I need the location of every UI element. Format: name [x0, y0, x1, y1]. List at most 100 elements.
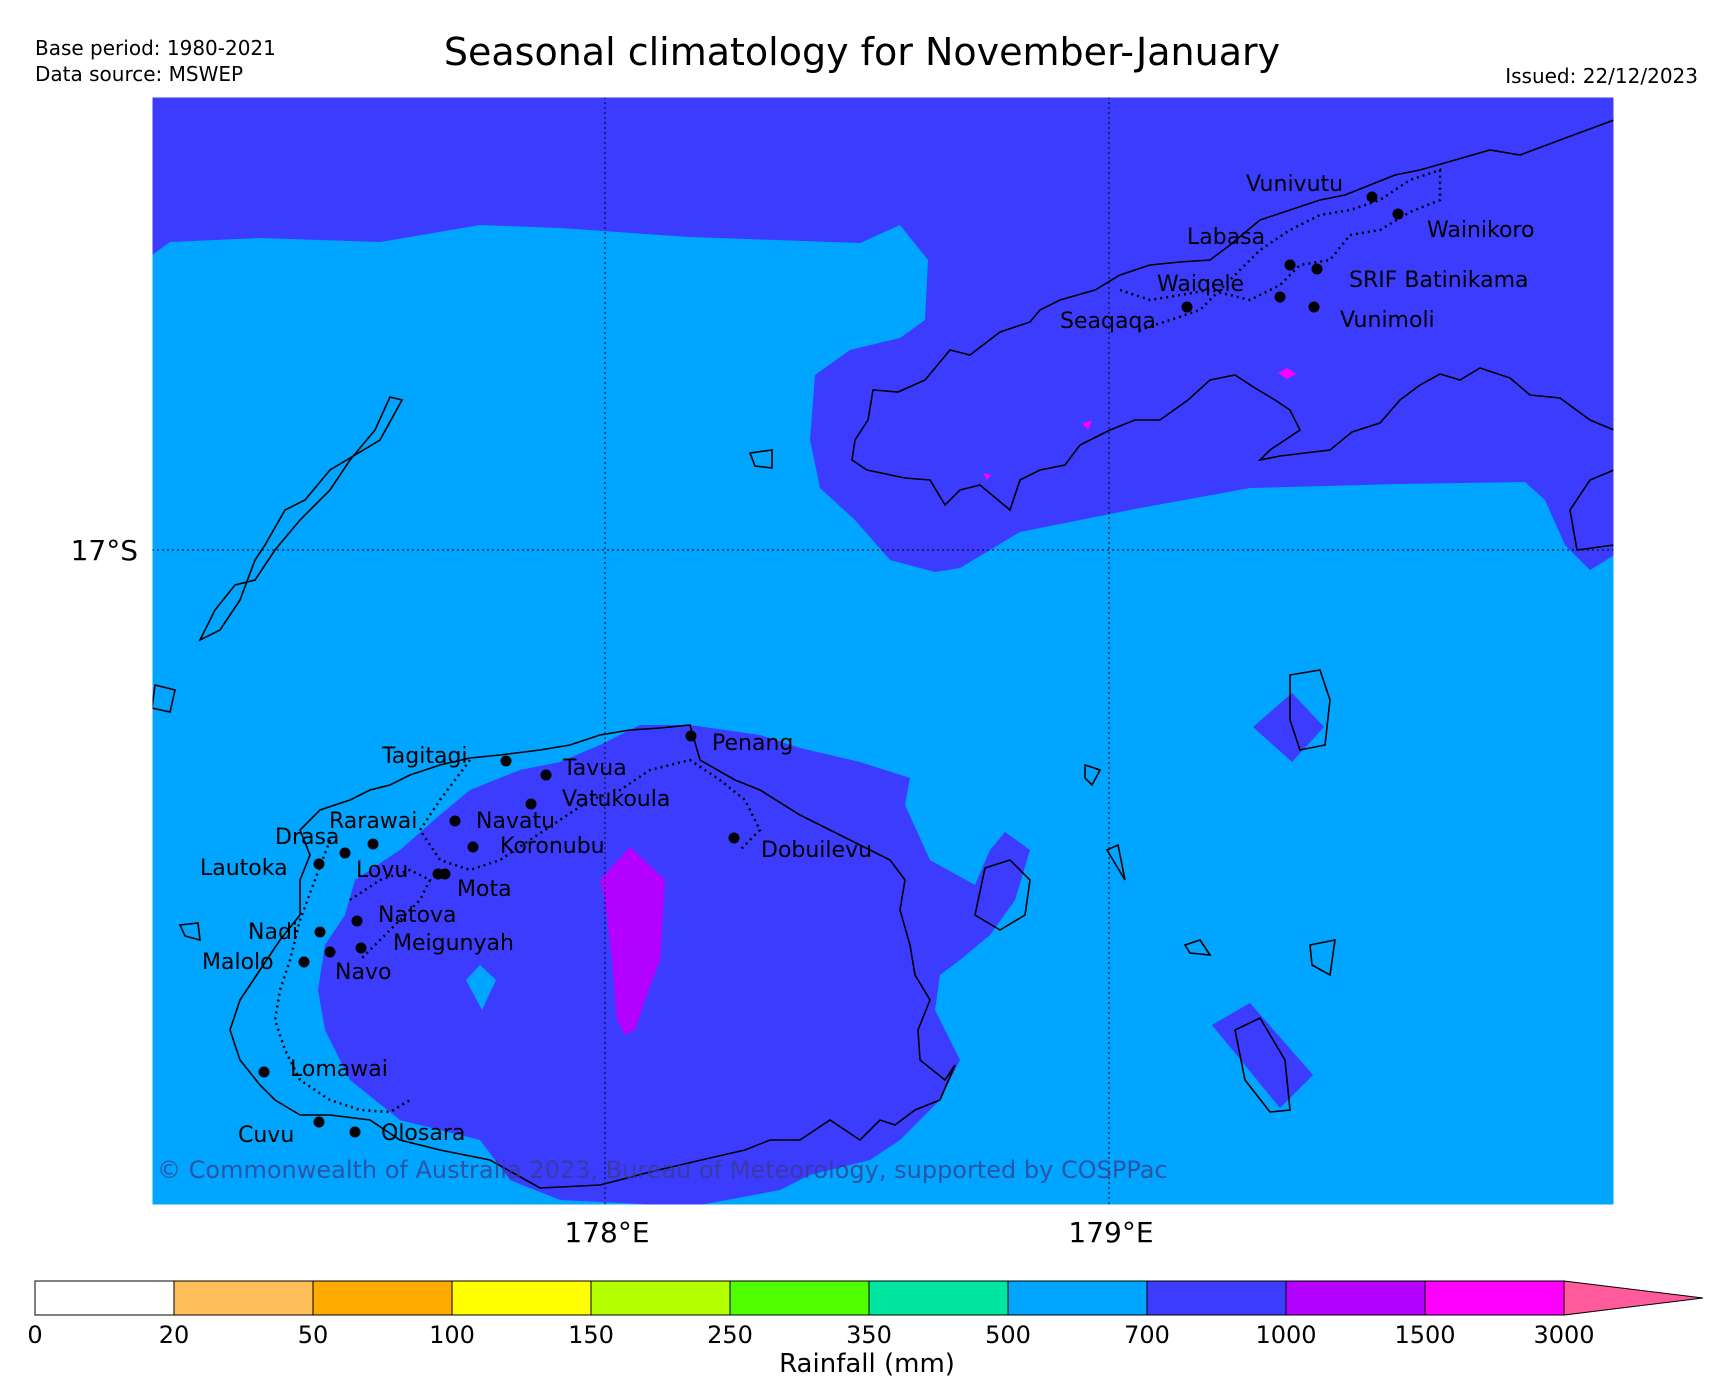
colorbar-tick-1500: 1500: [1394, 1321, 1455, 1349]
place-label-labasa: Labasa: [1187, 225, 1265, 250]
place-label-seaqaqa: Seaqaqa: [1060, 309, 1156, 334]
coast-islet-a: [748, 449, 773, 469]
coast-islet-e: [1309, 938, 1336, 977]
colorbar-tick-100: 100: [429, 1321, 475, 1349]
colorbar-swatch-5: [729, 1280, 870, 1316]
place-label-koronubu: Koronubu: [500, 834, 605, 859]
place-label-lautoka: Lautoka: [200, 856, 288, 881]
place-label-tagitagi: Tagitagi: [381, 744, 468, 769]
place-label-dobuilevu: Dobuilevu: [761, 838, 872, 863]
place-marker-vunimoli: [1308, 301, 1320, 313]
coast-islet-g: [178, 922, 201, 942]
place-label-vatukoula: Vatukoula: [562, 787, 670, 812]
coast-islet-b: [1084, 763, 1102, 787]
colorbar-tick-700: 700: [1124, 1321, 1170, 1349]
colorbar-tick-500: 500: [985, 1321, 1031, 1349]
colorbar-swatch-6: [868, 1280, 1009, 1316]
colorbar-swatch-7: [1007, 1280, 1148, 1316]
place-label-waiqele: Waiqele: [1157, 272, 1244, 297]
rain-spot-1500-3000-a: [1278, 368, 1296, 379]
place-marker-malolo: [298, 956, 310, 968]
chart-title: Seasonal climatology for November-Januar…: [443, 30, 1281, 74]
place-marker-drasa: [339, 847, 351, 859]
coastlines: [152, 119, 1614, 1189]
place-marker-vatukoula: [525, 798, 537, 810]
place-marker-vunivutu: [1366, 191, 1378, 203]
place-marker-rarawai: [367, 838, 379, 850]
colorbar-swatch-4: [590, 1280, 731, 1316]
place-label-cuvu: Cuvu: [238, 1123, 294, 1148]
place-label-drasa: Drasa: [275, 825, 339, 850]
place-marker-navo: [324, 946, 336, 958]
place-marker-nadi: [314, 926, 326, 938]
place-marker-penang: [685, 730, 697, 742]
place-label-lomawai: Lomawai: [290, 1057, 388, 1082]
map-frame: [151, 96, 1615, 1206]
place-marker-waiqele: [1274, 291, 1286, 303]
colorbar-tick-150: 150: [568, 1321, 614, 1349]
colorbar-swatch-0: [34, 1280, 175, 1316]
colorbar-swatch-1: [173, 1280, 314, 1316]
copyright-text: © Commonwealth of Australia 2023, Bureau…: [157, 1156, 1168, 1184]
place-label-meigunyah: Meigunyah: [393, 931, 514, 956]
place-marker-srif-batinikama: [1311, 263, 1323, 275]
place-marker-labasa: [1284, 259, 1296, 271]
rain-spot-1500-3000-c: [983, 473, 991, 480]
place-marker-koronubu: [467, 841, 479, 853]
place-marker-lomawai: [258, 1066, 270, 1078]
rain-zone-700-1000-northeast: [1565, 470, 1614, 570]
colorbar-label: Rainfall (mm): [779, 1349, 955, 1379]
place-marker-meigunyah: [355, 942, 367, 954]
rain-zone-700-1000-south: [318, 725, 1030, 1205]
lon-label-179e: 179°E: [1068, 1216, 1153, 1249]
boundary-north: [1119, 168, 1442, 332]
colorbar-swatch-2: [312, 1280, 453, 1316]
colorbar-swatch-8: [1146, 1280, 1287, 1316]
colorbar-tick-1000: 1000: [1255, 1321, 1316, 1349]
place-label-olosara: Olosara: [381, 1121, 465, 1146]
place-marker-natova: [351, 915, 363, 927]
place-label-navatu: Navatu: [476, 809, 555, 834]
place-marker-lautoka: [313, 858, 325, 870]
place-label-vunivutu: Vunivutu: [1246, 172, 1343, 197]
colorbar-swatch-3: [451, 1280, 592, 1316]
place-label-malolo: Malolo: [202, 950, 274, 975]
lon-label-178e: 178°E: [564, 1216, 649, 1249]
colorbar-tick-3000: 3000: [1533, 1321, 1594, 1349]
coast-islet-d: [1183, 939, 1212, 956]
place-label-srif-batinikama: SRIF Batinikama: [1349, 268, 1529, 293]
place-label-vunimoli: Vunimoli: [1340, 308, 1435, 333]
rain-spot-1500-3000-b: [1082, 421, 1092, 430]
coast-ovalau: [1234, 1016, 1291, 1113]
coast-beqa-north: [974, 859, 1031, 931]
place-label-rarawai: Rarawai: [329, 809, 417, 834]
place-label-tavua: Tavua: [562, 756, 627, 781]
colorbar-tick-250: 250: [707, 1321, 753, 1349]
graticule: [152, 97, 1614, 1205]
base-period-text: Base period: 1980-2021: [35, 36, 276, 60]
rain-zone-1000-1500: [600, 847, 665, 1035]
colorbar-tick-50: 50: [298, 1321, 329, 1349]
coast-viti-levu: [229, 724, 956, 1189]
lat-label-17s: 17°S: [71, 534, 138, 567]
coast-vanua-levu: [851, 119, 1614, 512]
boundary-west-b: [273, 839, 411, 1114]
place-marker-wainikoro: [1392, 208, 1404, 220]
district-boundaries: [273, 168, 1442, 1114]
places-layer: Vunivutu Wainikoro Labasa SRIF Batinikama Wa…: [200, 172, 1534, 1148]
place-marker-dobuilevu: [728, 832, 740, 844]
place-marker-cuvu: [313, 1116, 325, 1128]
place-marker-tagitagi: [500, 755, 512, 767]
data-source-text: Data source: MSWEP: [35, 62, 244, 86]
coast-yasawa: [198, 396, 404, 642]
place-label-natova: Natova: [378, 903, 457, 928]
colorbar-swatch-9: [1285, 1280, 1426, 1316]
rain-zone-700-1000-koro: [1253, 693, 1324, 762]
place-marker-seaqaqa: [1181, 301, 1193, 313]
rain-zone-700-1000-north: [152, 97, 1614, 572]
colorbar-extend-arrow: [1563, 1280, 1704, 1316]
place-marker-mota: [439, 868, 451, 880]
coast-taveuni: [1569, 469, 1614, 551]
issued-date-text: Issued: 22/12/2023: [1505, 64, 1698, 88]
